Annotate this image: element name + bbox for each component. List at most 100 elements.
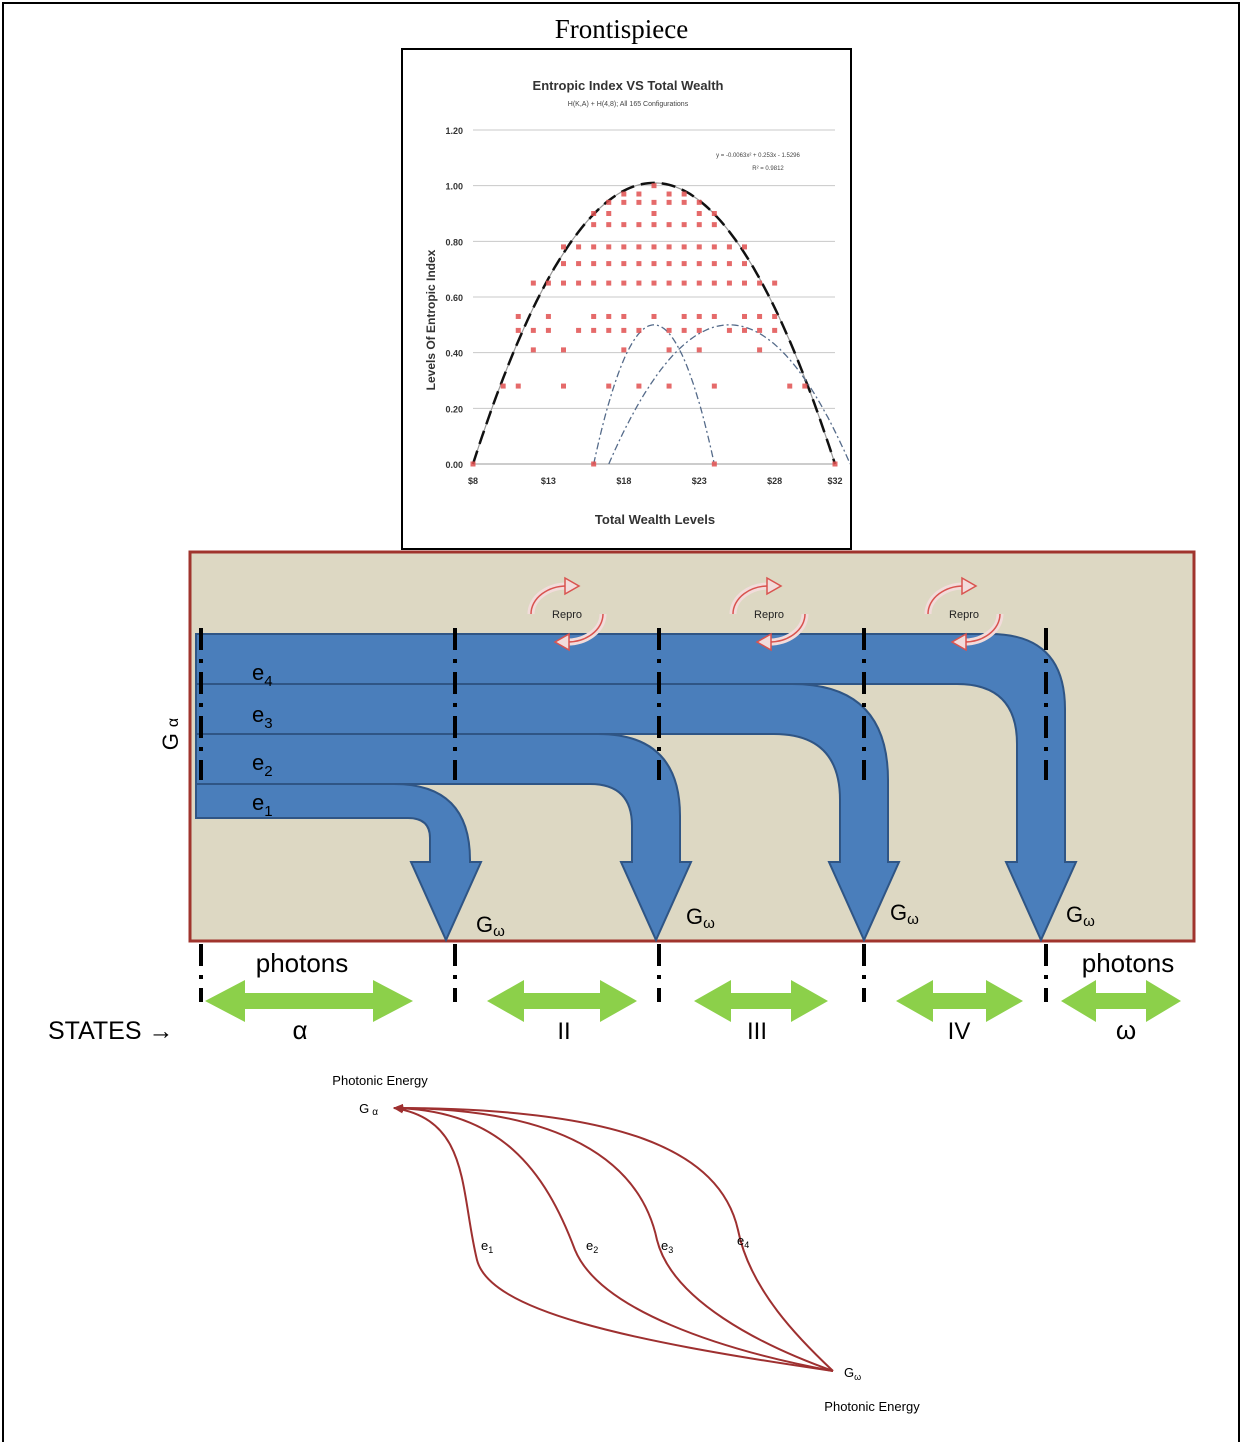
chart-svg: 0.00 0.20 0.40 0.60 0.80 1.00 1.20 $8 $13 $18 $23 $… (424, 78, 850, 527)
data-point (515, 383, 521, 389)
data-point (681, 199, 687, 205)
data-point (591, 244, 597, 250)
y-tick-label: 0.40 (445, 349, 463, 359)
data-point (726, 327, 732, 333)
data-point (711, 261, 717, 267)
state-label-omega: ω (1116, 1015, 1136, 1045)
state-boundaries (199, 628, 1048, 780)
data-point (636, 383, 642, 389)
chart-x-label: Total Wealth Levels (595, 512, 715, 527)
data-point (696, 211, 702, 216)
data-point (606, 222, 612, 228)
data-point (681, 191, 687, 197)
stream-e1 (195, 783, 483, 943)
data-point (726, 244, 732, 250)
states-label: STATES → (48, 1017, 173, 1045)
data-point (651, 211, 657, 216)
x-tick-label: $18 (616, 476, 631, 486)
data-point (742, 244, 747, 250)
output-label-g-omega: Gω (476, 912, 505, 940)
data-point (636, 280, 642, 286)
graph-edge-label-e2: e2 (586, 1238, 598, 1255)
data-point (742, 261, 747, 267)
data-point (757, 347, 763, 353)
data-point (621, 347, 627, 353)
state-arrow-alpha (205, 980, 413, 1022)
data-point (681, 313, 687, 319)
data-point (591, 313, 597, 319)
data-point (772, 280, 778, 286)
repro-label: Repro (754, 609, 784, 621)
data-point (591, 261, 597, 267)
data-point (696, 313, 702, 319)
data-point (696, 199, 702, 205)
data-point (787, 383, 793, 389)
data-point (696, 261, 702, 267)
data-point (576, 327, 582, 333)
y-tick-label: 0.60 (445, 293, 463, 303)
state-label-iv: IV (948, 1018, 971, 1045)
data-point (711, 222, 717, 228)
state-label-iii: III (747, 1018, 767, 1045)
data-point (591, 222, 597, 228)
state-arrow-iv (896, 980, 1023, 1022)
graph-edge-label-e1: e1 (481, 1238, 493, 1255)
data-point (696, 222, 702, 228)
data-point (606, 211, 612, 216)
repro-cycle-3: Repro (924, 576, 1004, 652)
state-arrow-iii (694, 980, 828, 1022)
data-point (681, 244, 687, 250)
envelope-curve (471, 181, 837, 465)
graph-edge-e2 (393, 1104, 834, 1372)
data-point (470, 461, 476, 467)
y-tick-label: 0.80 (445, 237, 463, 247)
data-point (742, 280, 747, 286)
output-label-g-omega: Gω (890, 900, 919, 928)
repro-cycle-1: Repro (527, 576, 607, 652)
chart-subtitle: H(K,A) + H(4,8); All 165 Configurations (568, 101, 689, 108)
stream-label-e3: e3 (252, 702, 273, 732)
x-tick-label: $13 (541, 476, 556, 486)
data-point (545, 313, 551, 319)
chart-ticks: 0.00 0.20 0.40 0.60 0.80 1.00 1.20 $8 $13 $18 $23 $… (445, 126, 842, 486)
data-point (561, 383, 566, 389)
data-point (591, 211, 597, 216)
data-point (711, 313, 717, 319)
data-point (696, 347, 702, 353)
data-point (757, 280, 763, 286)
graph-edge-e1 (393, 1105, 834, 1372)
stream-e4 (195, 633, 1078, 943)
data-point (666, 383, 672, 389)
data-point (621, 244, 627, 250)
stream-e2 (195, 733, 693, 943)
data-point (500, 383, 506, 389)
sub-curve (593, 324, 715, 465)
data-point (621, 280, 627, 286)
data-point (651, 244, 657, 250)
data-point (636, 327, 642, 333)
stream-e3 (195, 683, 901, 943)
data-point (726, 261, 732, 267)
data-point (666, 280, 672, 286)
data-point (621, 313, 627, 319)
data-point (545, 327, 551, 333)
x-tick-label: $23 (692, 476, 707, 486)
data-point (666, 244, 672, 250)
chart-equation: y = -0.0063x² + 0.253x - 1.5296 (716, 153, 800, 159)
data-point (591, 280, 597, 286)
data-point (651, 199, 657, 205)
data-point (606, 383, 612, 389)
left-label-g-alpha: Gα (158, 718, 183, 750)
y-tick-label: 1.00 (445, 182, 463, 192)
data-point (726, 280, 732, 286)
data-point (530, 347, 536, 353)
data-point (636, 191, 642, 197)
data-point (621, 199, 627, 205)
data-point (621, 222, 627, 228)
data-point (530, 327, 536, 333)
graph-source-label: Photonic Energy (332, 1073, 428, 1088)
data-point (621, 191, 627, 197)
state-arrow-omega (1061, 980, 1181, 1022)
